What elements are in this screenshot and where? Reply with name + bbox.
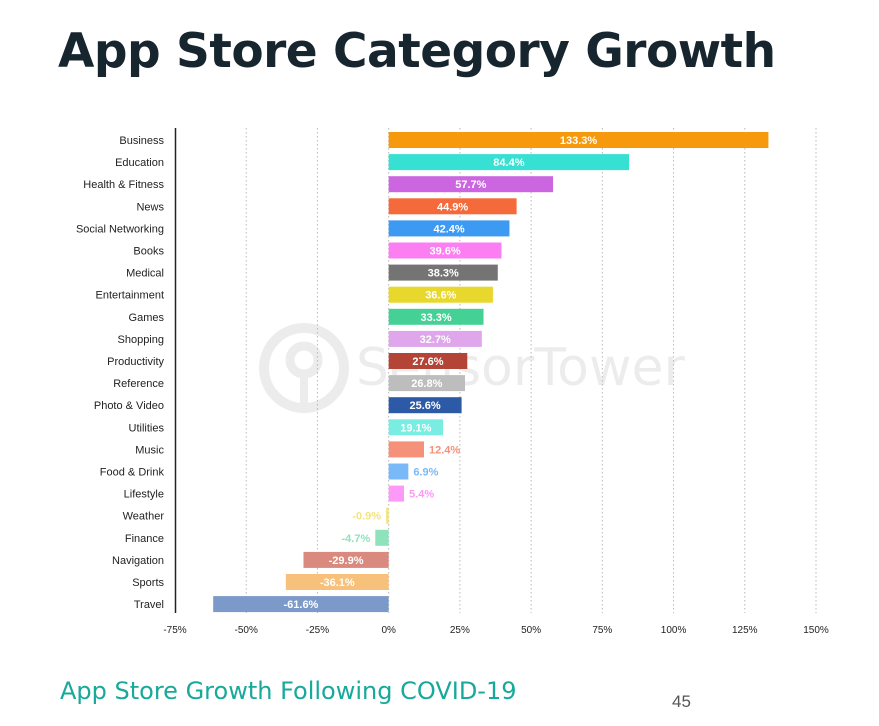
grid-lines — [245, 128, 817, 613]
category-label-medical: Medical — [126, 268, 164, 280]
value-label-navigation: -29.9% — [329, 555, 364, 567]
bar-reference — [388, 375, 466, 392]
category-label-weather: Weather — [123, 511, 165, 523]
value-label-business: 133.3% — [560, 135, 598, 147]
category-label-travel: Travel — [134, 599, 164, 611]
slide-title: App Store Category Growth — [58, 24, 776, 79]
value-label-sports: -36.1% — [320, 577, 355, 589]
category-label-lifestyle: Lifestyle — [124, 489, 164, 501]
value-label-music: 12.4% — [429, 444, 460, 456]
bar-health-and-fitness — [388, 176, 554, 193]
category-label-productivity: Productivity — [107, 356, 164, 368]
value-label-travel: -61.6% — [283, 599, 318, 611]
bars — [213, 132, 769, 613]
bar-lifestyle — [388, 485, 405, 502]
bar-shopping — [388, 330, 482, 347]
sensortower-logo-icon — [259, 323, 349, 413]
x-tick-label: 125% — [732, 625, 758, 636]
x-tick-label: 150% — [803, 625, 829, 636]
bar-entertainment — [388, 286, 493, 303]
x-axis-tick-labels: -75% -50% -25% 0% 25% 50% 75% 100% 125% 150% — [163, 625, 829, 636]
bar-weather — [386, 507, 389, 524]
category-label-social-networking: Social Networking — [76, 223, 164, 235]
value-label-health-and-fitness: 57.7% — [455, 179, 486, 191]
bar-books — [388, 242, 502, 259]
page-number: 45 — [672, 692, 691, 711]
bar-utilities — [388, 419, 444, 436]
x-tick-label: 50% — [521, 625, 541, 636]
value-label-food-and-drink: 6.9% — [413, 467, 438, 479]
value-label-medical: 38.3% — [428, 268, 459, 280]
category-label-entertainment: Entertainment — [96, 290, 164, 302]
bar-medical — [388, 264, 498, 281]
category-label-news: News — [136, 201, 164, 213]
x-tick-label: -75% — [163, 625, 186, 636]
bar-education — [388, 154, 630, 171]
slide-subtitle: App Store Growth Following COVID-19 — [60, 677, 517, 705]
value-label-games: 33.3% — [420, 312, 451, 324]
value-label-weather: -0.9% — [352, 511, 381, 523]
bar-productivity — [388, 353, 468, 369]
category-label-navigation: Navigation — [112, 555, 164, 567]
bar-news — [388, 198, 517, 215]
value-label-books: 39.6% — [429, 246, 460, 258]
category-label-health-and-fitness: Health & Fitness — [83, 179, 164, 191]
category-label-reference: Reference — [113, 378, 164, 390]
x-tick-label: 75% — [592, 625, 612, 636]
category-label-games: Games — [129, 312, 165, 324]
value-label-social-networking: 42.4% — [433, 223, 464, 235]
bar-photo-and-video — [388, 397, 462, 414]
x-tick-label: -50% — [235, 625, 258, 636]
value-label-education: 84.4% — [493, 157, 524, 169]
x-tick-label: 25% — [450, 625, 470, 636]
category-label-finance: Finance — [125, 533, 164, 545]
value-label-shopping: 32.7% — [420, 334, 451, 346]
value-label-photo-and-video: 25.6% — [410, 400, 441, 412]
bar-food-and-drink — [388, 463, 409, 480]
category-label-shopping: Shopping — [118, 334, 165, 346]
value-label-utilities: 19.1% — [400, 422, 431, 434]
value-label-entertainment: 36.6% — [425, 290, 456, 302]
category-label-business: Business — [119, 135, 164, 147]
x-tick-label: 0% — [381, 625, 396, 636]
bar-finance — [375, 529, 389, 546]
bar-business — [388, 132, 769, 148]
value-labels: 133.3% 84.4% 57.7% 44.9% 42.4% 39.6% 38.3% 36.6… — [283, 135, 597, 611]
bar-navigation — [303, 551, 389, 568]
category-label-photo-and-video: Photo & Video — [94, 400, 164, 412]
category-label-sports: Sports — [132, 577, 164, 589]
category-label-food-and-drink: Food & Drink — [100, 467, 165, 479]
bar-games — [388, 308, 484, 325]
value-label-finance: -4.7% — [342, 533, 371, 545]
bar-sports — [285, 574, 389, 590]
category-label-music: Music — [135, 444, 164, 456]
value-label-reference: 26.8% — [411, 378, 442, 390]
bar-social-networking — [388, 220, 510, 237]
value-label-news: 44.9% — [437, 201, 468, 213]
bar-music — [388, 441, 424, 458]
value-label-productivity: 27.6% — [412, 356, 443, 368]
category-labels: Business Education Health & Fitness News Soc… — [76, 135, 165, 611]
bar-travel — [213, 596, 389, 613]
category-label-books: Books — [133, 246, 164, 258]
category-label-utilities: Utilities — [129, 422, 165, 434]
x-tick-label: 100% — [661, 625, 687, 636]
value-label-lifestyle: 5.4% — [409, 489, 434, 501]
category-label-education: Education — [115, 157, 164, 169]
x-tick-label: -25% — [306, 625, 329, 636]
